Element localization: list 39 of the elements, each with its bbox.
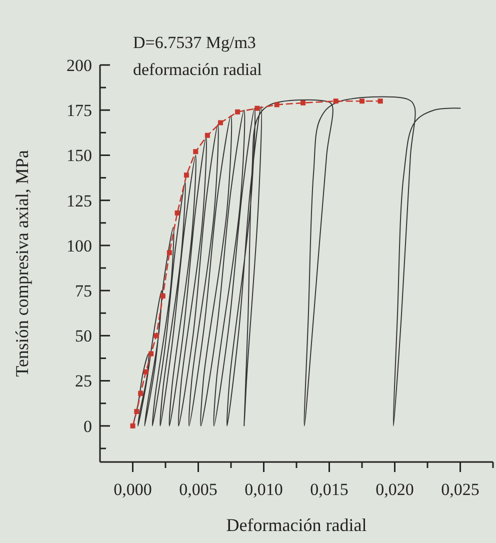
point (174, 210, 180, 216)
y-tick-label: 100 (66, 236, 92, 256)
point (143, 369, 148, 374)
x-tick-label: 0,015 (310, 480, 348, 499)
point (130, 423, 136, 428)
y-tick-label: 150 (66, 146, 92, 166)
y-tick-label: 175 (66, 101, 92, 120)
point (254, 106, 260, 111)
point (300, 100, 306, 106)
y-tick-label: 0 (84, 416, 92, 436)
point (166, 250, 172, 256)
y-tick-label: 125 (66, 191, 92, 210)
annotation: deformación radial (133, 60, 262, 79)
y-tick-label: 200 (66, 56, 92, 75)
point (184, 172, 189, 178)
text: D=6.7537 Mg/m3 (133, 33, 256, 52)
point (378, 98, 383, 104)
point (274, 102, 280, 108)
point (154, 333, 159, 338)
x-tick-label: 0,020 (376, 480, 414, 499)
y-tick-label: 75 (75, 282, 92, 301)
point (333, 98, 338, 104)
x-tick-label: 0,005 (179, 480, 218, 499)
x-axis-title: Deformación radial (226, 515, 367, 535)
y-tick-label: 50 (75, 326, 92, 346)
point (218, 120, 224, 126)
point (235, 109, 240, 114)
point (193, 149, 198, 154)
y-axis-title: Tensión compresiva axial, MPa (12, 150, 32, 377)
point (204, 132, 210, 138)
point (134, 408, 140, 414)
x-tick-label: 0,025 (441, 480, 480, 499)
point (160, 293, 166, 298)
x-tick-label: 0,000 (114, 480, 152, 499)
y-tick-label: 25 (75, 372, 92, 391)
point (138, 390, 144, 396)
point (360, 98, 364, 104)
x-tick-label: 0,010 (244, 480, 283, 499)
point (148, 351, 154, 356)
